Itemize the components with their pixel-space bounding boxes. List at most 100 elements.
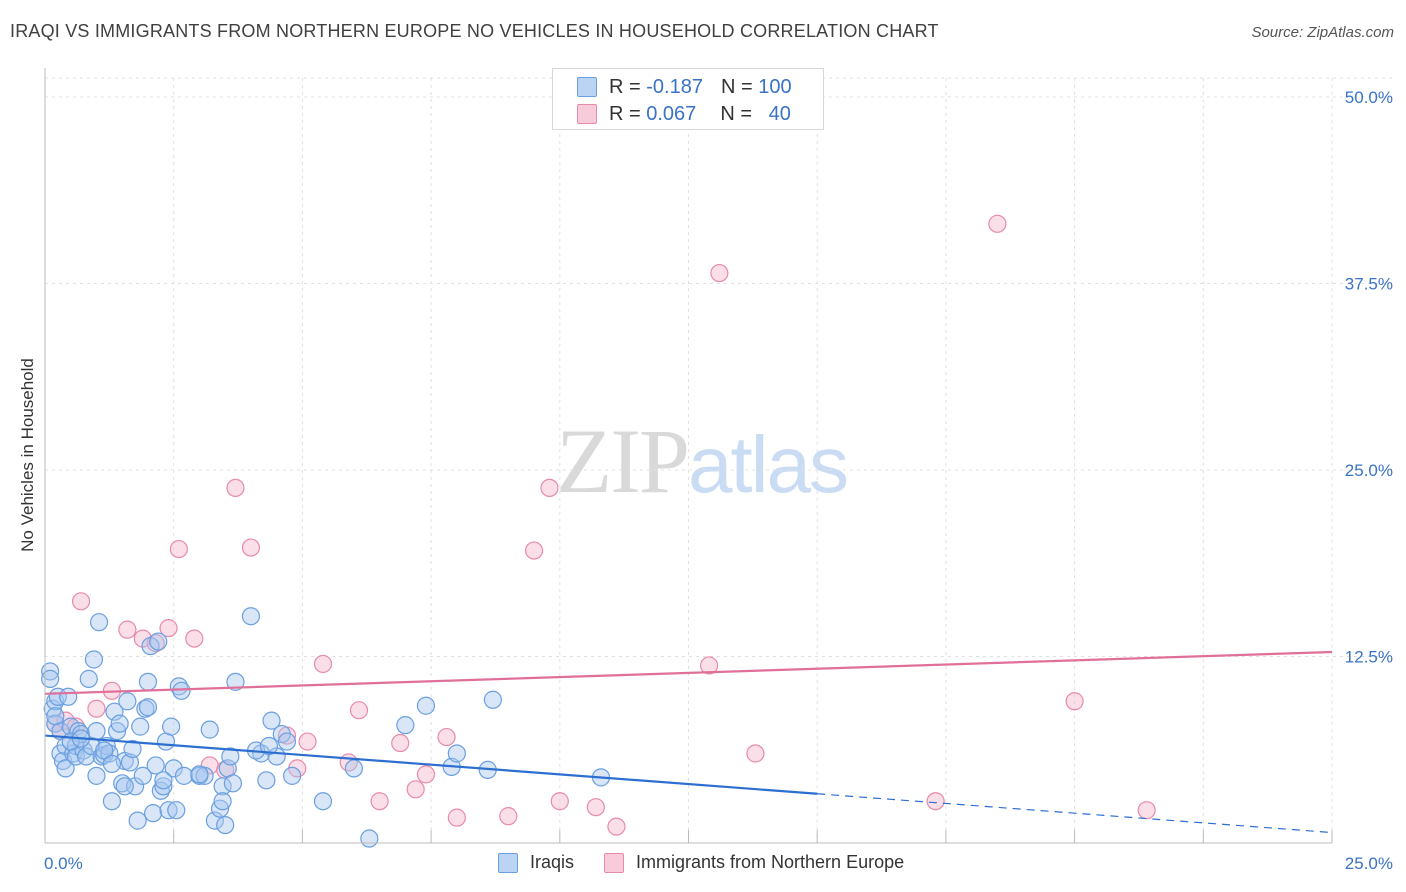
data-point-iraqi — [164, 759, 183, 778]
data-point-northern-europe — [524, 541, 544, 560]
data-point-iraqi — [257, 771, 276, 790]
data-point-iraqi — [259, 736, 279, 756]
series-pink-points — [46, 214, 1156, 836]
data-point-iraqi — [56, 759, 75, 778]
data-point-iraqi — [87, 766, 106, 785]
data-point-northern-europe — [391, 733, 410, 753]
y-tick-label: 25.0% — [1345, 461, 1393, 480]
data-point-iraqi — [87, 721, 106, 741]
data-point-northern-europe — [746, 744, 765, 763]
data-point-iraqi — [149, 632, 168, 651]
data-point-northern-europe — [586, 798, 605, 817]
data-point-iraqi — [216, 815, 235, 835]
data-point-northern-europe — [71, 592, 91, 611]
watermark-atlas: atlas — [688, 420, 849, 509]
data-point-iraqi — [154, 777, 173, 796]
data-point-northern-europe — [447, 808, 466, 827]
data-point-iraqi — [210, 799, 230, 818]
data-point-northern-europe — [1137, 801, 1156, 820]
data-point-northern-europe — [87, 699, 106, 718]
data-point-northern-europe — [607, 817, 626, 836]
data-point-northern-europe — [437, 727, 456, 747]
watermark-zip: ZIP — [556, 410, 690, 512]
data-point-iraqi — [100, 744, 119, 763]
series-blue-points — [41, 607, 611, 848]
stats-row-iraqis: R = -0.187 N = 100 — [577, 75, 792, 99]
n-label: N = — [720, 75, 753, 98]
data-point-northern-europe — [56, 711, 75, 730]
data-point-iraqi — [43, 699, 62, 718]
data-point-iraqi — [344, 759, 363, 778]
data-point-northern-europe — [313, 654, 333, 674]
data-point-iraqi — [59, 687, 78, 706]
data-point-iraqi — [447, 744, 466, 763]
n-value: 100 — [758, 75, 792, 98]
data-point-iraqi — [154, 771, 173, 790]
series-legend: Iraqis Immigrants from Northern Europe — [498, 852, 934, 873]
data-point-iraqi — [213, 792, 232, 811]
data-point-iraqi — [41, 669, 60, 688]
data-point-iraqi — [84, 650, 104, 669]
data-point-iraqi — [241, 607, 261, 626]
data-point-iraqi — [262, 711, 281, 730]
watermark: ZIPatlas — [556, 408, 849, 514]
legend-label: Immigrants from Northern Europe — [636, 852, 905, 872]
chart-title: IRAQI VS IMMIGRANTS FROM NORTHERN EUROPE… — [10, 21, 939, 41]
data-point-northern-europe — [416, 765, 436, 784]
data-point-iraqi — [138, 698, 158, 717]
legend-item-iraqis[interactable]: Iraqis — [498, 852, 574, 873]
data-point-iraqi — [131, 717, 150, 736]
data-point-northern-europe — [226, 478, 245, 498]
x-tick-label: 0.0% — [44, 854, 83, 873]
r-label: R = — [609, 75, 641, 98]
trend-line-northern-europe — [44, 650, 1333, 695]
data-point-iraqi — [102, 754, 122, 774]
data-point-iraqi — [396, 716, 415, 735]
data-point-iraqi — [223, 774, 243, 793]
data-point-northern-europe — [406, 780, 425, 799]
data-point-iraqi — [105, 702, 124, 721]
data-point-northern-europe — [1065, 692, 1084, 711]
data-point-iraqi — [138, 672, 158, 691]
data-point-northern-europe — [370, 792, 389, 811]
data-point-iraqi — [144, 804, 163, 823]
data-point-iraqi — [277, 732, 297, 751]
n-value: 40 — [768, 102, 791, 125]
data-point-iraqi — [283, 766, 302, 785]
y-tick-label: 37.5% — [1345, 275, 1393, 294]
data-point-iraqi — [172, 681, 191, 700]
y-tick-label: 50.0% — [1345, 88, 1393, 107]
n-label: N = — [720, 102, 752, 125]
data-point-iraqi — [146, 756, 165, 775]
data-point-iraqi — [213, 777, 232, 796]
data-point-northern-europe — [710, 263, 729, 283]
trend-line-iraqis-extension — [817, 793, 1333, 834]
data-point-iraqi — [133, 766, 152, 785]
swatch-pink — [577, 104, 597, 124]
r-label: R = — [609, 102, 641, 125]
trend-line-iraqis — [44, 734, 818, 795]
legend-item-northern-europe[interactable]: Immigrants from Northern Europe — [604, 852, 904, 873]
data-point-iraqi — [162, 717, 181, 736]
source-label: Source: ZipAtlas.com — [1251, 24, 1394, 41]
data-point-iraqi — [102, 792, 122, 811]
data-point-northern-europe — [298, 732, 317, 751]
data-point-northern-europe — [241, 538, 261, 557]
stats-legend: R = -0.187 N = 100 R = 0.067 N = 40 — [552, 68, 824, 130]
data-point-iraqi — [128, 811, 147, 830]
y-axis-label: No Vehicles in Household — [18, 358, 37, 552]
data-point-northern-europe — [699, 656, 719, 675]
r-value: 0.067 — [646, 102, 697, 125]
data-point-iraqi — [46, 707, 65, 726]
data-point-iraqi — [416, 696, 436, 715]
stats-row-northern-europe: R = 0.067 N = 40 — [577, 102, 791, 126]
data-point-iraqi — [118, 692, 137, 711]
data-point-northern-europe — [349, 701, 369, 720]
data-point-northern-europe — [988, 214, 1007, 233]
data-point-northern-europe — [185, 629, 204, 648]
data-point-northern-europe — [169, 539, 188, 559]
data-point-iraqi — [174, 766, 194, 785]
data-point-iraqi — [483, 690, 502, 709]
legend-label: Iraqis — [530, 852, 575, 872]
data-point-northern-europe — [499, 807, 518, 826]
